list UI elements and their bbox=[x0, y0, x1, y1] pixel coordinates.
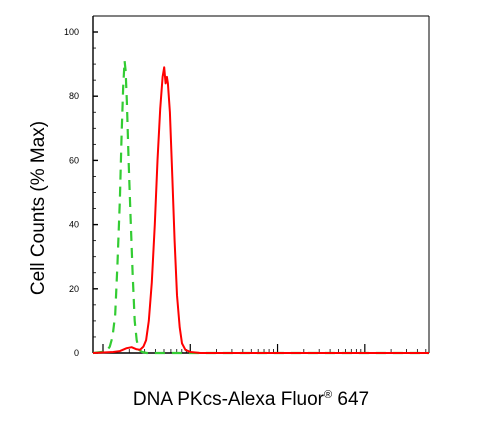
y-axis-title: Cell Counts (% Max) bbox=[28, 121, 49, 295]
x-axis-ticks bbox=[102, 344, 427, 353]
x-axis-title-main: DNA PKcs-Alexa Fluor bbox=[133, 389, 325, 410]
y-tick-label: 20 bbox=[69, 284, 79, 294]
y-tick-label: 100 bbox=[64, 27, 79, 37]
series-line-0 bbox=[92, 59, 429, 355]
y-axis-ticks: 0 20 40 60 80 100 bbox=[64, 27, 98, 358]
y-tick-label: 80 bbox=[69, 91, 79, 101]
y-tick-label: 40 bbox=[69, 220, 79, 230]
x-axis-title: DNA PKcs-Alexa Fluor® 647 bbox=[133, 389, 369, 410]
y-tick-label: 60 bbox=[69, 155, 79, 165]
series-line-1 bbox=[92, 66, 429, 354]
plot-frame bbox=[92, 15, 430, 354]
x-axis-title-registered-mark: ® bbox=[324, 389, 332, 401]
series-layer bbox=[92, 59, 429, 355]
y-tick-label: 0 bbox=[74, 348, 79, 358]
x-axis-title-suffix: 647 bbox=[332, 389, 369, 410]
